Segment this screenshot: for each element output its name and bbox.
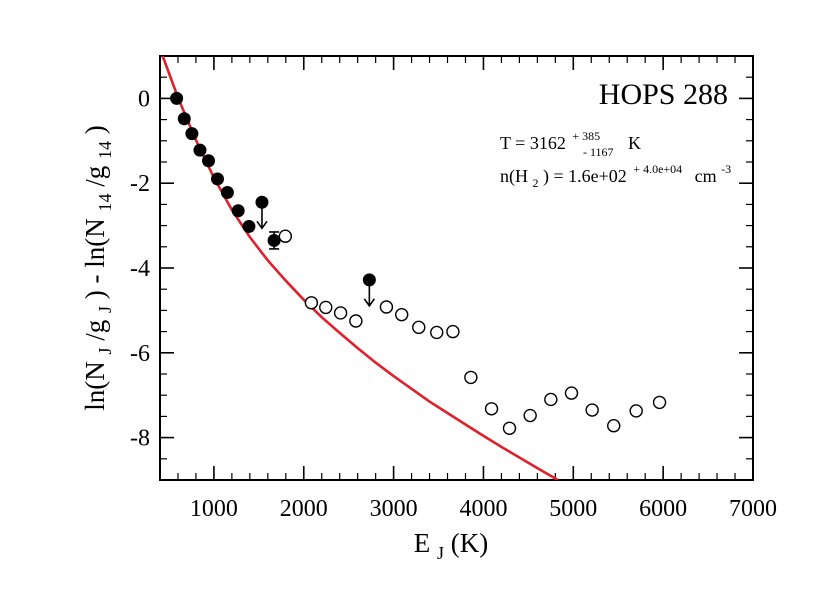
detected-point — [242, 219, 256, 233]
open-point — [412, 320, 426, 335]
chart-title: HOPS 288 — [599, 78, 728, 111]
detected-point — [267, 233, 281, 247]
temperature-value: T = 3162 — [500, 133, 566, 153]
y-axis-title-part3: ) - ln(N — [80, 218, 110, 299]
x-tick-label: 6000 — [639, 496, 687, 522]
x-tick-label: 5000 — [549, 496, 597, 522]
data-points — [170, 91, 667, 435]
temperature-unit: K — [628, 133, 641, 153]
detected-point — [231, 204, 245, 218]
y-axis-title-sub1: J — [95, 348, 115, 355]
y-axis-title: ln(N J /g J ) - ln(N 14 /g 14 ) — [80, 125, 117, 411]
y-axis-title-part4: /g — [80, 166, 110, 187]
y-axis-title-part2: /g — [80, 320, 110, 341]
y-tick-label: -4 — [130, 256, 150, 282]
temperature-error-minus: - 1167 — [583, 145, 614, 159]
x-axis-title: E J (K) — [414, 528, 489, 565]
plot-frame — [159, 55, 754, 481]
x-tick-label: 7000 — [729, 496, 777, 522]
open-point — [446, 324, 460, 339]
x-tick-labels: 1000 2000 3000 4000 5000 6000 7000 — [190, 496, 777, 522]
open-point — [484, 402, 499, 416]
open-point — [652, 395, 667, 410]
open-point — [607, 419, 621, 433]
x-axis-title-main: E — [414, 528, 431, 558]
y-tick-label: -6 — [130, 341, 150, 367]
open-point — [564, 386, 579, 400]
open-point — [523, 408, 537, 423]
y-axis-title-part1: ln(N — [80, 361, 110, 411]
open-point — [629, 404, 643, 418]
detected-point — [193, 143, 207, 157]
fit-line — [161, 56, 559, 480]
temperature-annotation: T = 3162 + 385 - 1167 K — [500, 124, 641, 160]
x-axis-title-unit: (K) — [451, 528, 488, 558]
y-axis-title-sub3: 14 — [95, 193, 115, 211]
detected-point — [211, 172, 225, 186]
detected-point — [202, 154, 216, 168]
density-annotation: n(H 2 ) = 1.6e+02 + 4.0e+04 cm -3 — [500, 157, 731, 191]
detected-point — [177, 112, 191, 126]
x-tick-label: 4000 — [459, 496, 507, 522]
y-tick-label: -2 — [130, 171, 150, 197]
open-point — [319, 300, 333, 315]
x-tick-label: 2000 — [280, 496, 328, 522]
open-point — [464, 370, 478, 385]
y-tick-label: 0 — [138, 86, 150, 112]
density-label-sub: 2 — [533, 176, 539, 190]
y-axis-title-sub2: J — [95, 306, 115, 313]
model-fit-curve — [161, 56, 559, 480]
open-point — [349, 314, 363, 328]
axis-ticks — [160, 56, 754, 480]
open-point — [379, 300, 394, 314]
upper-limit-arrow-head — [256, 220, 268, 230]
open-point — [278, 229, 293, 243]
upper-limit-arrow-head — [363, 298, 375, 308]
open-point — [304, 296, 319, 310]
open-point — [430, 325, 444, 340]
detected-point — [170, 91, 184, 105]
open-point — [333, 306, 348, 320]
detected-point — [220, 186, 234, 200]
x-tick-label: 3000 — [370, 496, 418, 522]
density-error: + 4.0e+04 — [633, 162, 682, 176]
y-tick-label: -8 — [130, 426, 150, 452]
density-unit: cm — [695, 166, 717, 186]
y-tick-labels: 0 -2 -4 -6 -8 — [130, 86, 150, 451]
density-label: n(H — [500, 166, 528, 187]
detected-point — [185, 127, 199, 141]
open-point — [394, 307, 409, 322]
open-point — [502, 421, 517, 435]
density-value: ) = 1.6e+02 — [543, 166, 627, 187]
density-unit-exponent: -3 — [721, 162, 731, 176]
x-tick-label: 1000 — [190, 496, 238, 522]
temperature-error-plus: + 385 — [572, 129, 600, 143]
y-axis-title-part5: ) — [80, 125, 110, 134]
x-axis-title-sub: J — [437, 543, 444, 563]
open-point — [585, 403, 599, 417]
open-point — [544, 392, 558, 407]
y-axis-title-sub4: 14 — [95, 141, 115, 159]
